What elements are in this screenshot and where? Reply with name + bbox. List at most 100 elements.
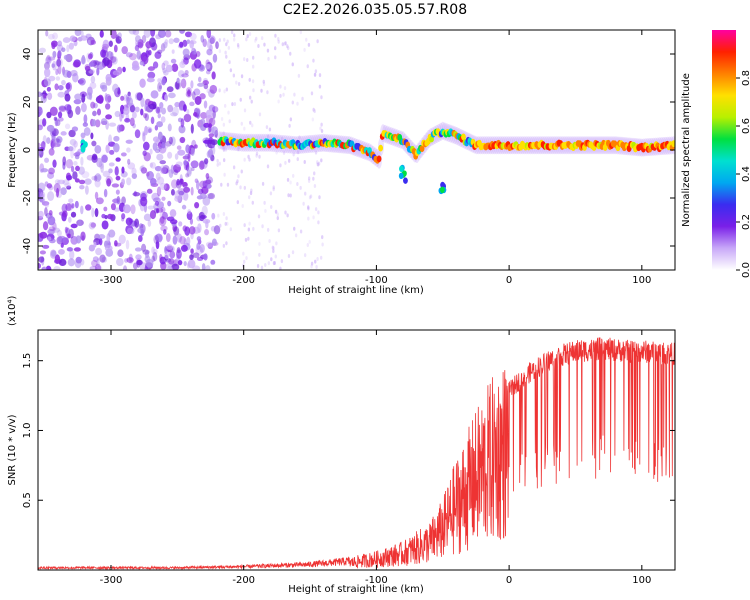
heatmap-noise-cell xyxy=(58,235,66,243)
y-tick-label: 0 xyxy=(22,147,33,153)
heatmap-noise-cell xyxy=(140,108,144,116)
heatmap-noise-cell xyxy=(72,61,81,68)
heatmap-noise-cell xyxy=(126,257,134,263)
heatmap-noise-cell xyxy=(167,151,173,159)
heatmap-noise-cell xyxy=(38,91,42,98)
heatmap-faint-cell xyxy=(218,88,221,93)
heatmap-faint-cell xyxy=(225,87,229,92)
heatmap-noise-cell xyxy=(94,173,102,182)
heatmap-noise-cell xyxy=(121,213,126,220)
heatmap-noise-cell xyxy=(97,61,105,70)
heatmap-noise-cell xyxy=(115,189,120,195)
heatmap-noise-cell xyxy=(78,77,86,86)
heatmap-noise-cell xyxy=(142,249,150,255)
heatmap-noise-cell xyxy=(53,116,57,121)
heatmap-faint-cell xyxy=(316,39,319,44)
heatmap-noise-cell xyxy=(179,235,186,245)
heatmap-noise-cell xyxy=(202,38,207,48)
heatmap-noise-cell xyxy=(42,244,50,249)
heatmap-noise-cell xyxy=(211,106,219,113)
heatmap-noise-cell xyxy=(196,195,203,200)
heatmap-noise-cell xyxy=(66,175,73,181)
heatmap-noise-cell xyxy=(39,47,46,54)
heatmap-noise-cell xyxy=(180,118,185,128)
heatmap-noise-cell xyxy=(164,30,172,38)
heatmap-noise-cell xyxy=(143,213,152,222)
heatmap-faint-cell xyxy=(256,263,260,268)
heatmap-noise-cell xyxy=(147,219,152,227)
heatmap-faint-cell xyxy=(261,181,265,186)
heatmap-noise-cell xyxy=(110,203,116,211)
heatmap-faint-cell xyxy=(262,79,265,84)
heatmap-noise-cell xyxy=(91,259,98,267)
heatmap-faint-cell xyxy=(276,216,279,221)
heatmap-x-ticks: -300 -200 -100 0 100 xyxy=(100,30,651,286)
heatmap-noise-cell xyxy=(131,64,140,71)
heatmap-faint-cell xyxy=(297,73,301,78)
heatmap-noise-cell xyxy=(157,113,161,119)
heatmap-noise-cell xyxy=(161,167,169,174)
heatmap-noise-cell xyxy=(166,265,173,270)
heatmap-noise-cell xyxy=(61,203,68,213)
heatmap-noise-cell xyxy=(194,96,202,105)
heatmap-noise-cell xyxy=(146,188,153,194)
heatmap-faint-cell xyxy=(319,255,323,260)
heatmap-faint-cell xyxy=(306,64,309,69)
heatmap-noise-cell xyxy=(65,158,74,169)
heatmap-noise-cell xyxy=(70,223,78,229)
heatmap-faint-cell xyxy=(274,209,278,214)
heatmap-noise-cell xyxy=(58,249,65,255)
heatmap-faint-cell xyxy=(217,213,220,218)
heatmap-noise-cell xyxy=(139,78,146,88)
heatmap-faint-cell xyxy=(289,51,292,56)
heatmap-noise-cell xyxy=(96,174,102,181)
heatmap-noise-cell xyxy=(136,50,141,60)
heatmap-faint-cell xyxy=(274,55,277,60)
heatmap-noise-cell xyxy=(163,60,169,66)
heatmap-faint-cell xyxy=(318,195,321,200)
heatmap-faint-cell xyxy=(232,37,236,42)
heatmap-noise-cell xyxy=(71,126,79,132)
heatmap-faint-cell xyxy=(284,210,287,215)
heatmap-noise-cell xyxy=(45,265,52,270)
heatmap-noise-cell xyxy=(84,185,89,195)
heatmap-noise-cell xyxy=(125,52,133,58)
heatmap-noise-cell xyxy=(66,247,73,252)
heatmap-noise-cell xyxy=(78,179,86,185)
heatmap-faint-cell xyxy=(216,42,220,47)
heatmap-noise-cell xyxy=(56,229,62,237)
heatmap-noise-cell xyxy=(94,191,99,200)
heatmap-noise-cell xyxy=(118,234,126,245)
heatmap-noise-cell xyxy=(113,44,118,53)
colorbar-tick-label: 0.0 xyxy=(741,262,750,278)
heatmap-faint-cell xyxy=(248,195,251,200)
heatmap-noise-cell xyxy=(189,217,194,225)
heatmap-noise-cell xyxy=(44,202,50,208)
heatmap-faint-cell xyxy=(243,259,246,264)
heatmap-noise-cell xyxy=(208,104,216,112)
heatmap-noise-cell xyxy=(158,85,162,90)
heatmap-noise-cell xyxy=(73,247,81,252)
heatmap-faint-cell xyxy=(302,201,305,206)
heatmap-noise-cell xyxy=(203,253,208,261)
heatmap-noise-cell xyxy=(88,244,95,252)
heatmap-faint-cell xyxy=(273,260,276,265)
heatmap-noise-cell xyxy=(132,30,140,36)
heatmap-noise-cell xyxy=(169,250,176,259)
heatmap-faint-cell xyxy=(225,54,228,59)
y-tick-label: 20 xyxy=(22,96,33,109)
heatmap-noise-cell xyxy=(170,179,178,189)
heatmap-noise-cell xyxy=(94,179,101,188)
heatmap-faint-cell xyxy=(223,172,226,177)
heatmap-faint-cell xyxy=(232,73,236,78)
heatmap-noise-cell xyxy=(140,228,144,237)
heatmap-noise-cell xyxy=(133,190,137,197)
heatmap-faint-cell xyxy=(282,92,285,97)
heatmap-faint-cell xyxy=(312,215,315,220)
heatmap-faint-cell xyxy=(314,259,317,264)
heatmap-noise-cell xyxy=(75,151,81,156)
heatmap-noise-cell xyxy=(62,37,71,44)
heatmap-faint-cell xyxy=(316,162,319,167)
heatmap-noise-cell xyxy=(84,178,92,185)
heatmap-faint-cell xyxy=(309,194,313,199)
